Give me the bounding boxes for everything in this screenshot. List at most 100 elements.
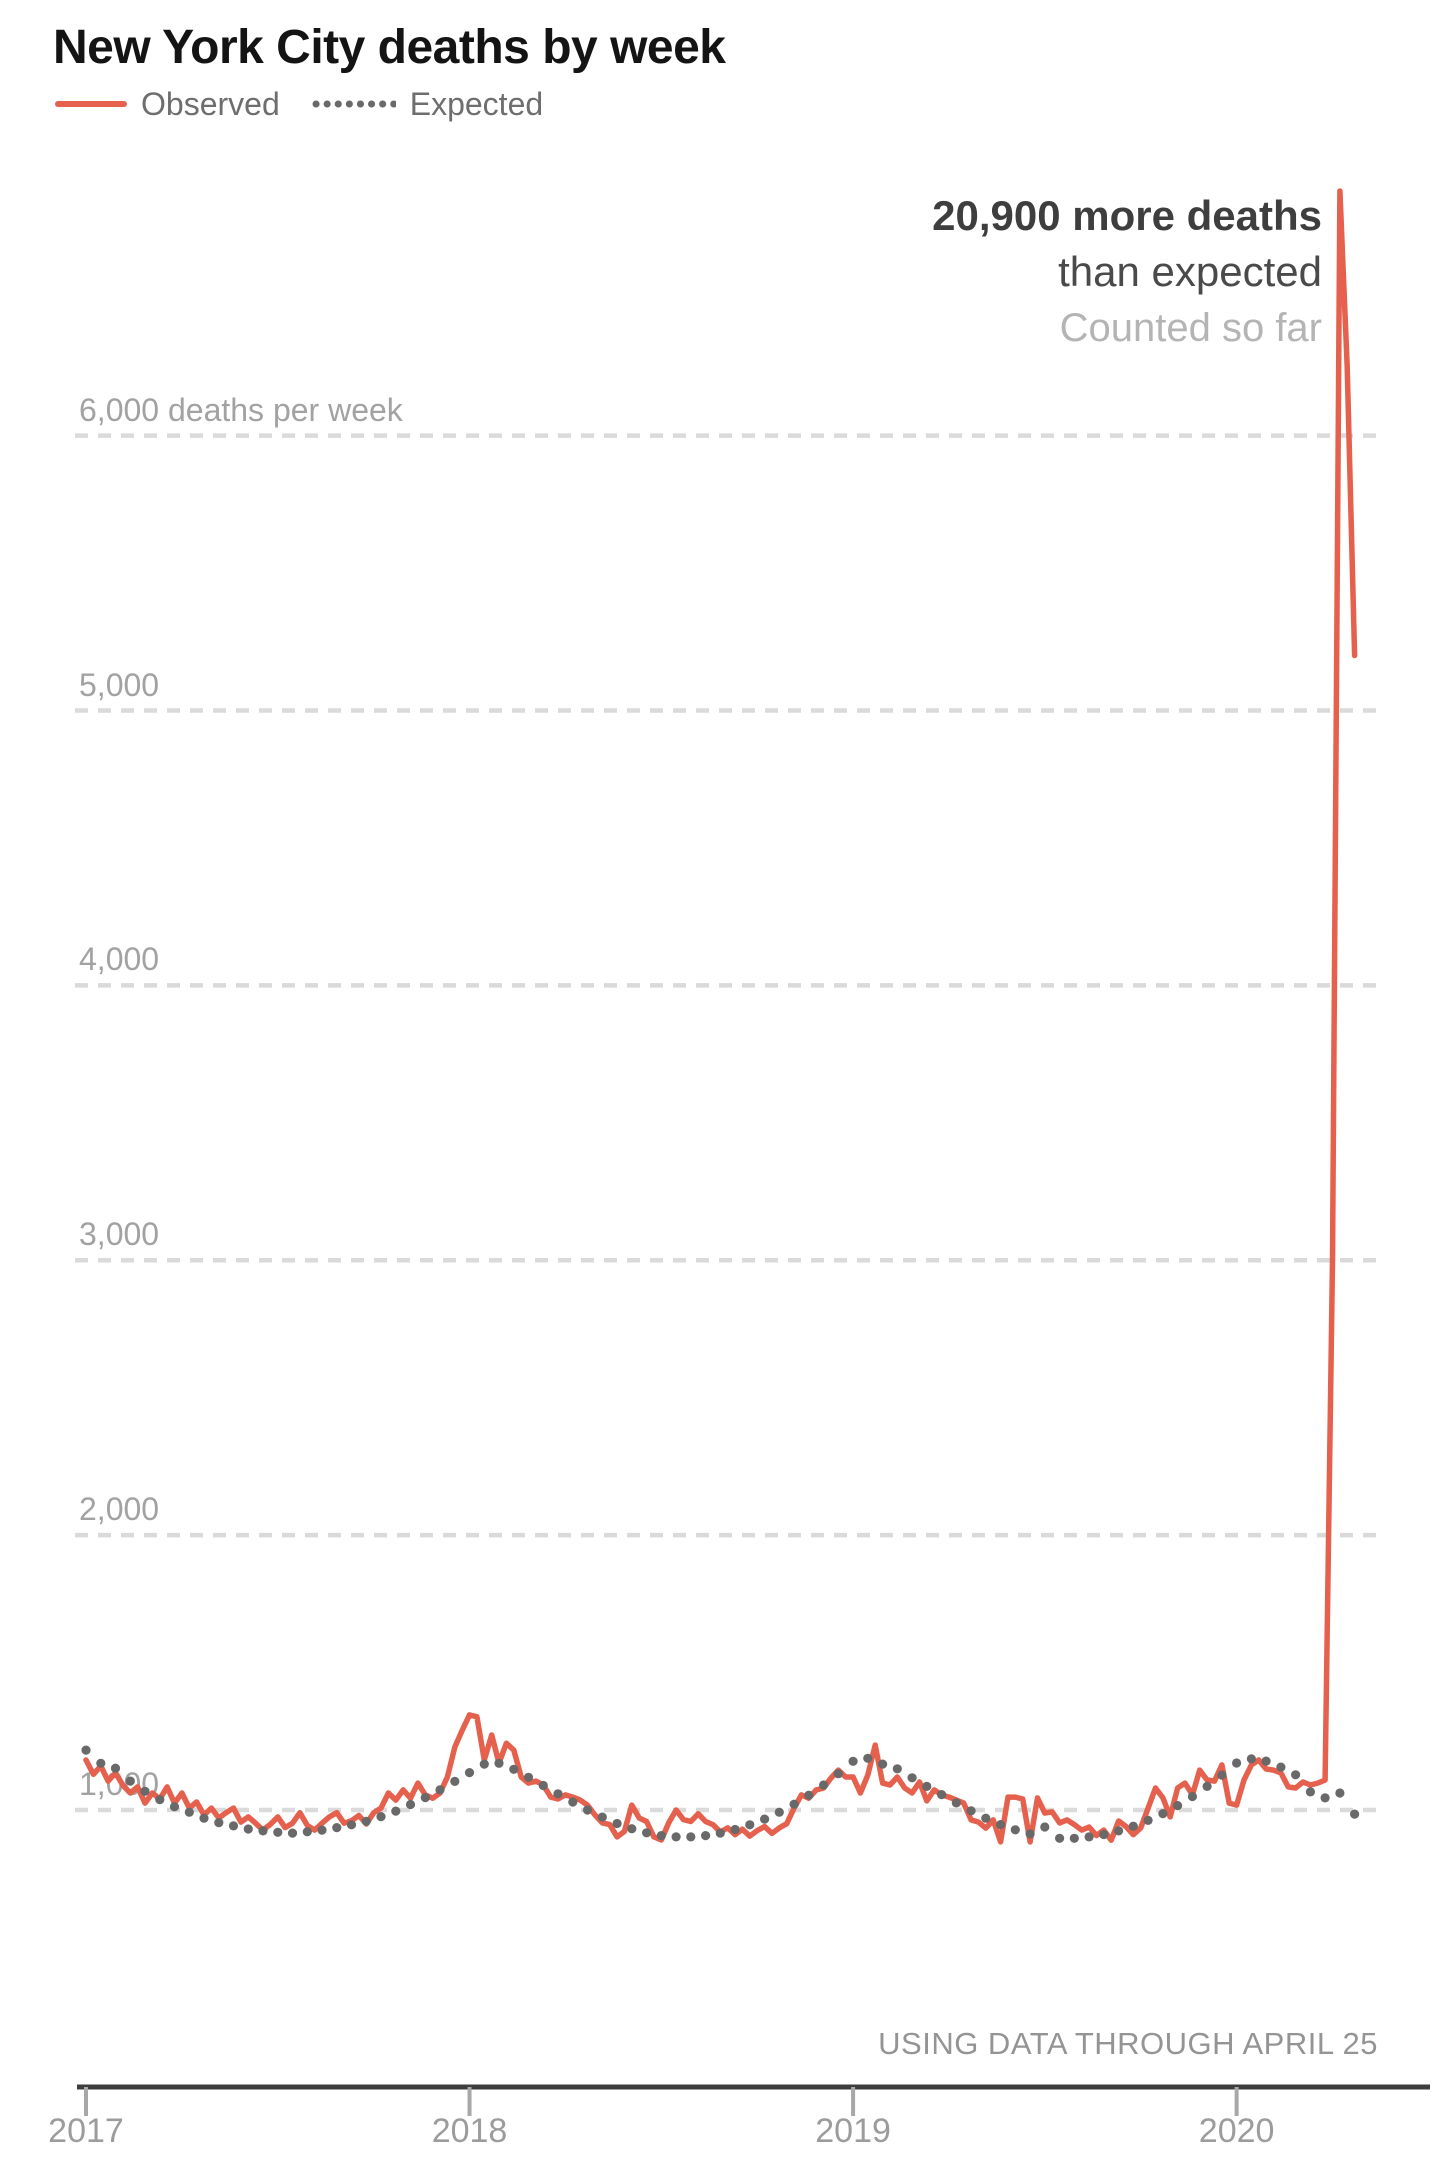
expected-dot <box>892 1764 902 1774</box>
expected-dot <box>450 1776 460 1786</box>
expected-dot <box>479 1759 489 1769</box>
expected-dot <box>760 1814 770 1824</box>
expected-dot <box>656 1831 666 1841</box>
expected-dot <box>568 1797 578 1807</box>
expected-dot <box>317 1825 327 1835</box>
source-caption: USING DATA THROUGH APRIL 25 <box>878 2026 1378 2061</box>
expected-dot <box>1276 1762 1286 1772</box>
expected-dot <box>804 1790 814 1800</box>
annotation: 20,900 more deaths than expected Counted… <box>932 188 1322 356</box>
expected-dot <box>361 1816 371 1826</box>
expected-dot <box>1069 1833 1079 1843</box>
y-axis-label-6000: 6,000 deaths per week <box>79 391 403 428</box>
expected-dot <box>819 1780 829 1790</box>
expected-dot <box>1143 1815 1153 1825</box>
expected-dot <box>1084 1832 1094 1842</box>
expected-dot <box>937 1790 947 1800</box>
y-axis-label-5000: 5,000 <box>79 666 160 703</box>
x-axis-label-2019: 2019 <box>815 2112 891 2150</box>
legend: Observed Expected <box>55 84 543 124</box>
expected-dot <box>332 1823 342 1833</box>
y-axis-label-1000: 1,000 <box>79 1766 160 1802</box>
expected-dot <box>199 1813 209 1823</box>
expected-dot <box>420 1793 430 1803</box>
expected-dot <box>302 1827 312 1837</box>
y-axis-label-3000: 3,000 <box>79 1216 160 1253</box>
expected-dot <box>464 1768 475 1778</box>
expected-dot <box>1320 1793 1330 1803</box>
expected-dot <box>907 1773 917 1783</box>
expected-dot <box>878 1759 888 1769</box>
expected-dot <box>701 1831 711 1841</box>
expected-dot <box>922 1781 932 1791</box>
expected-dot <box>523 1772 534 1782</box>
expected-dot <box>1025 1829 1035 1839</box>
x-axis-label-2020: 2020 <box>1198 2112 1275 2150</box>
expected-dots-swatch-icon <box>312 100 396 108</box>
y-axis-label-4000: 4,000 <box>79 941 160 978</box>
expected-dot <box>1114 1826 1124 1836</box>
expected-dot <box>243 1824 253 1834</box>
expected-dot <box>273 1827 283 1837</box>
annotation-note: Counted so far <box>1059 306 1322 350</box>
expected-dot <box>538 1780 548 1791</box>
expected-dot <box>258 1826 268 1836</box>
x-axis-label-2018: 2018 <box>431 2112 508 2150</box>
expected-dot <box>391 1806 401 1816</box>
chart-title: New York City deaths by week <box>53 21 726 74</box>
expected-dot <box>671 1832 681 1842</box>
expected-dot <box>597 1812 607 1822</box>
expected-dot <box>1173 1801 1183 1811</box>
expected-dot <box>1099 1829 1109 1840</box>
expected-dot <box>169 1802 180 1812</box>
expected-dot <box>1202 1781 1212 1791</box>
expected-dot <box>1291 1770 1301 1780</box>
expected-series-dots <box>81 1745 1360 1843</box>
expected-dot <box>848 1756 858 1766</box>
expected-dot <box>1246 1754 1256 1764</box>
expected-dot <box>582 1805 593 1815</box>
expected-dot <box>376 1812 386 1822</box>
expected-dot <box>1055 1833 1065 1843</box>
expected-dot <box>1232 1758 1242 1768</box>
expected-dot <box>1040 1822 1050 1832</box>
expected-dot <box>612 1818 622 1829</box>
expected-dot <box>1158 1809 1168 1819</box>
annotation-subtext: than expected <box>1058 248 1322 295</box>
expected-dot <box>214 1818 224 1828</box>
expected-dot <box>1217 1770 1227 1780</box>
expected-dot <box>833 1769 843 1779</box>
expected-dot <box>715 1828 725 1838</box>
expected-dot <box>951 1798 961 1808</box>
observed-series-line <box>83 188 1358 1845</box>
expected-dot <box>184 1807 194 1817</box>
expected-dot <box>1305 1787 1315 1797</box>
expected-dot <box>642 1828 652 1838</box>
expected-dot <box>1261 1756 1271 1766</box>
expected-dot <box>1010 1825 1020 1835</box>
expected-dot <box>287 1828 298 1838</box>
expected-dot <box>966 1806 976 1816</box>
expected-dot <box>1128 1821 1138 1831</box>
expected-dot <box>553 1789 563 1799</box>
expected-dot <box>494 1758 504 1768</box>
expected-dot <box>774 1807 784 1817</box>
expected-dot <box>1335 1788 1345 1798</box>
annotation-headline: 20,900 more deaths <box>932 192 1322 239</box>
expected-dot <box>81 1745 91 1755</box>
expected-dot <box>228 1821 239 1831</box>
expected-dot <box>405 1799 416 1810</box>
expected-dot <box>1187 1791 1197 1802</box>
expected-dot <box>789 1799 799 1809</box>
observed-line-swatch-icon <box>55 101 127 107</box>
expected-dot <box>981 1813 991 1823</box>
expected-dot <box>863 1753 873 1763</box>
x-axis-label-2017: 2017 <box>48 2112 124 2150</box>
expected-dot <box>1350 1809 1360 1819</box>
expected-dot <box>627 1824 637 1834</box>
expected-dot <box>745 1820 755 1830</box>
expected-dot <box>435 1785 445 1795</box>
expected-dot <box>346 1820 357 1830</box>
expected-dot <box>686 1832 696 1842</box>
